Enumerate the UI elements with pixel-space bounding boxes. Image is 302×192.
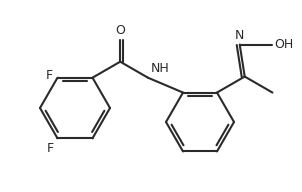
Text: OH: OH	[275, 38, 294, 51]
Text: F: F	[45, 69, 53, 82]
Text: N: N	[235, 29, 244, 41]
Text: O: O	[115, 24, 125, 37]
Text: F: F	[47, 142, 53, 155]
Text: NH: NH	[151, 62, 170, 75]
